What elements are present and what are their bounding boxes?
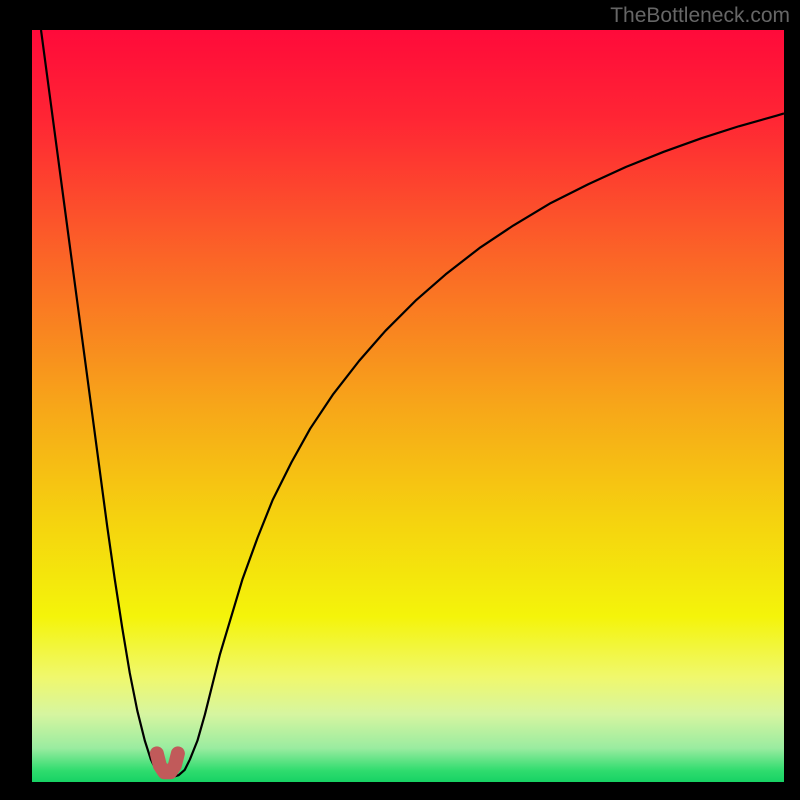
watermark-text: TheBottleneck.com: [610, 4, 790, 28]
plot-background: [32, 30, 784, 782]
bottleneck-chart: TheBottleneck.com: [0, 0, 800, 800]
chart-svg: [0, 0, 800, 800]
